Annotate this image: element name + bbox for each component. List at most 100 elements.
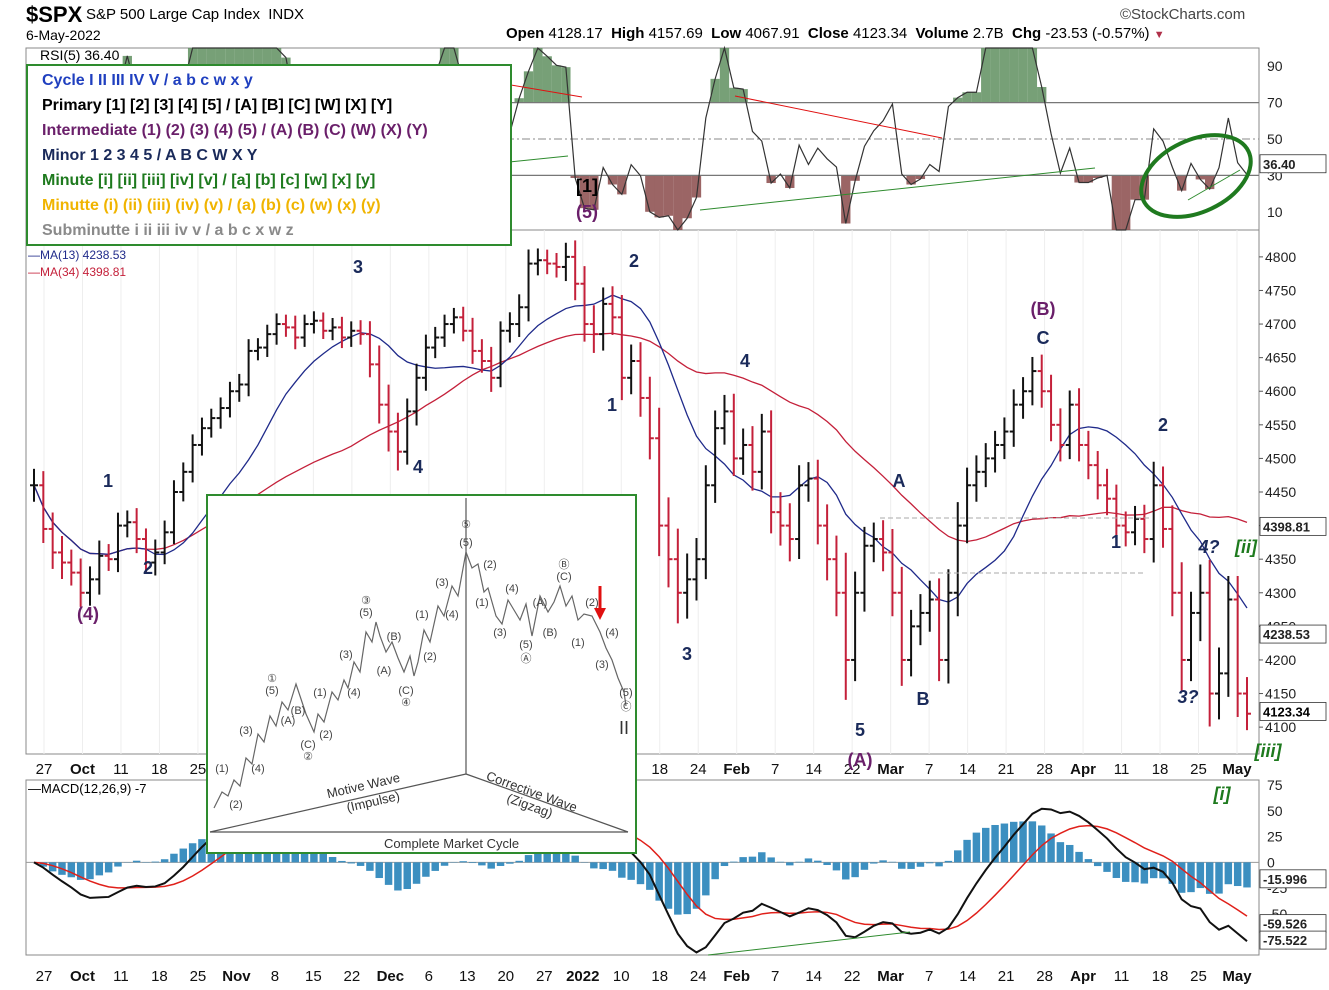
macd-histogram-bar [132,860,141,863]
x-tick-label: 13 [459,968,476,985]
price-bar [477,339,486,373]
x-tick-label: 14 [959,968,976,985]
price-bar [1037,354,1046,408]
rsi-overbought-fill [981,48,991,103]
price-bar [1140,504,1149,554]
x-tick-label: Oct [70,761,95,778]
rsi-overbought-fill [999,48,1010,103]
svg-text:④: ④ [401,697,411,709]
price-tick-label: 4200 [1265,652,1296,668]
macd-histogram-bar [944,860,953,863]
ohlc-readout: Open 4128.17 High 4157.69 Low 4067.91 Cl… [506,25,1165,42]
macd-histogram-bar [422,862,430,877]
price-bar [823,504,832,581]
wave-label: 2 [629,251,639,271]
price-bar [645,376,654,460]
legend-intermediate: Intermediate (1) (2) (3) (4) (5) / (A) (… [42,122,428,139]
macd-line-tag-text: -75.522 [1263,933,1307,948]
rsi-tick-label: 90 [1267,58,1283,74]
macd-histogram-bar [823,862,831,866]
macd-histogram-bar [1131,862,1139,883]
macd-histogram-bar [842,862,850,880]
rsi-label: RSI(5) 36.40 [40,47,120,63]
price-bar [235,373,244,402]
wave-label: [iii] [1254,741,1283,761]
price-bar [757,413,766,490]
rsi-oversold-fill [617,175,627,195]
macd-histogram-bar [888,861,897,863]
rsi-divergence-ellipse [1139,133,1253,219]
svg-text:(3): (3) [595,659,608,671]
svg-text:(2): (2) [423,651,436,663]
rsi-overbought-fill [1027,48,1038,103]
price-bar [1065,390,1074,460]
down-triangle-icon: ▼ [1153,29,1165,41]
svg-text:(5): (5) [359,607,372,619]
price-bar [113,512,122,573]
macd-histogram-bar [1047,833,1055,863]
symbol: $SPX [26,2,83,27]
price-bar [1009,389,1018,447]
price-bar [552,253,561,278]
macd-histogram-bar [114,862,122,867]
macd-histogram-bar [496,862,505,866]
price-bar [272,313,281,345]
rsi-oversold-fill [1130,175,1140,200]
wave-label: 1 [607,395,617,415]
rsi-overbought-fill [1018,48,1028,103]
price-bar [1019,377,1028,419]
macd-histogram-bar [702,862,710,896]
high-label: High [611,25,645,42]
rsi-oversold-fill [906,175,916,185]
x-tick-label: 27 [36,968,53,985]
ma34-tag: 4398.81 [1259,516,1327,536]
x-tick-label: 7 [925,761,933,778]
price-tick-label: 4700 [1265,316,1296,332]
price-bar [356,320,365,345]
macd-histogram-bar [1159,862,1167,879]
price-bar [328,318,337,341]
rsi-line [33,45,1248,232]
x-tick-label: 22 [344,968,361,985]
svg-text:(3): (3) [493,627,506,639]
price-bar [1028,356,1037,406]
price-bar [281,314,290,337]
macd-signal-tag-text: -59.526 [1263,917,1307,932]
price-bar [365,321,374,378]
ma34-dash: — [28,265,40,279]
macd-histogram-bar [1075,851,1083,863]
price-bar [851,571,860,682]
rsi-overbought-fill [719,48,730,103]
macd-histogram-bar [552,851,561,863]
macd-histogram-bar [776,861,785,863]
wave-label: 4 [740,351,750,371]
price-bar [571,240,580,301]
price-bar [30,468,38,502]
macd-histogram-bar [179,848,188,863]
macd-histogram-bar [328,856,337,863]
rsi-oversold-fill [1074,175,1084,183]
macd-histogram-bar [95,862,104,876]
rsi-overbought-fill [962,92,972,103]
svg-text:(4): (4) [445,609,458,621]
macd-hist-tag: -15.996 [1259,869,1327,889]
price-bar [67,549,76,586]
price-bar [981,443,990,488]
macd-histogram-bar [468,862,477,864]
wave-label: (A) [848,750,873,770]
macd-dash: — [28,781,41,796]
macd-histogram-bar [739,857,747,863]
macd-histogram-bar [440,862,449,866]
svg-text:(4): (4) [605,627,618,639]
macd-histogram-bar [851,862,859,878]
price-bar [421,334,430,391]
rsi-tick-label: 10 [1267,204,1283,220]
macd-histogram-bar [198,839,206,863]
x-tick-label: 28 [1036,968,1053,985]
rsi-overbought-fill [971,92,982,103]
macd-histogram-bar [375,862,383,879]
macd-hist-tag-box [1259,869,1327,889]
price-bar [869,522,878,563]
price-bar [673,528,682,624]
macd-support-line [707,931,911,956]
